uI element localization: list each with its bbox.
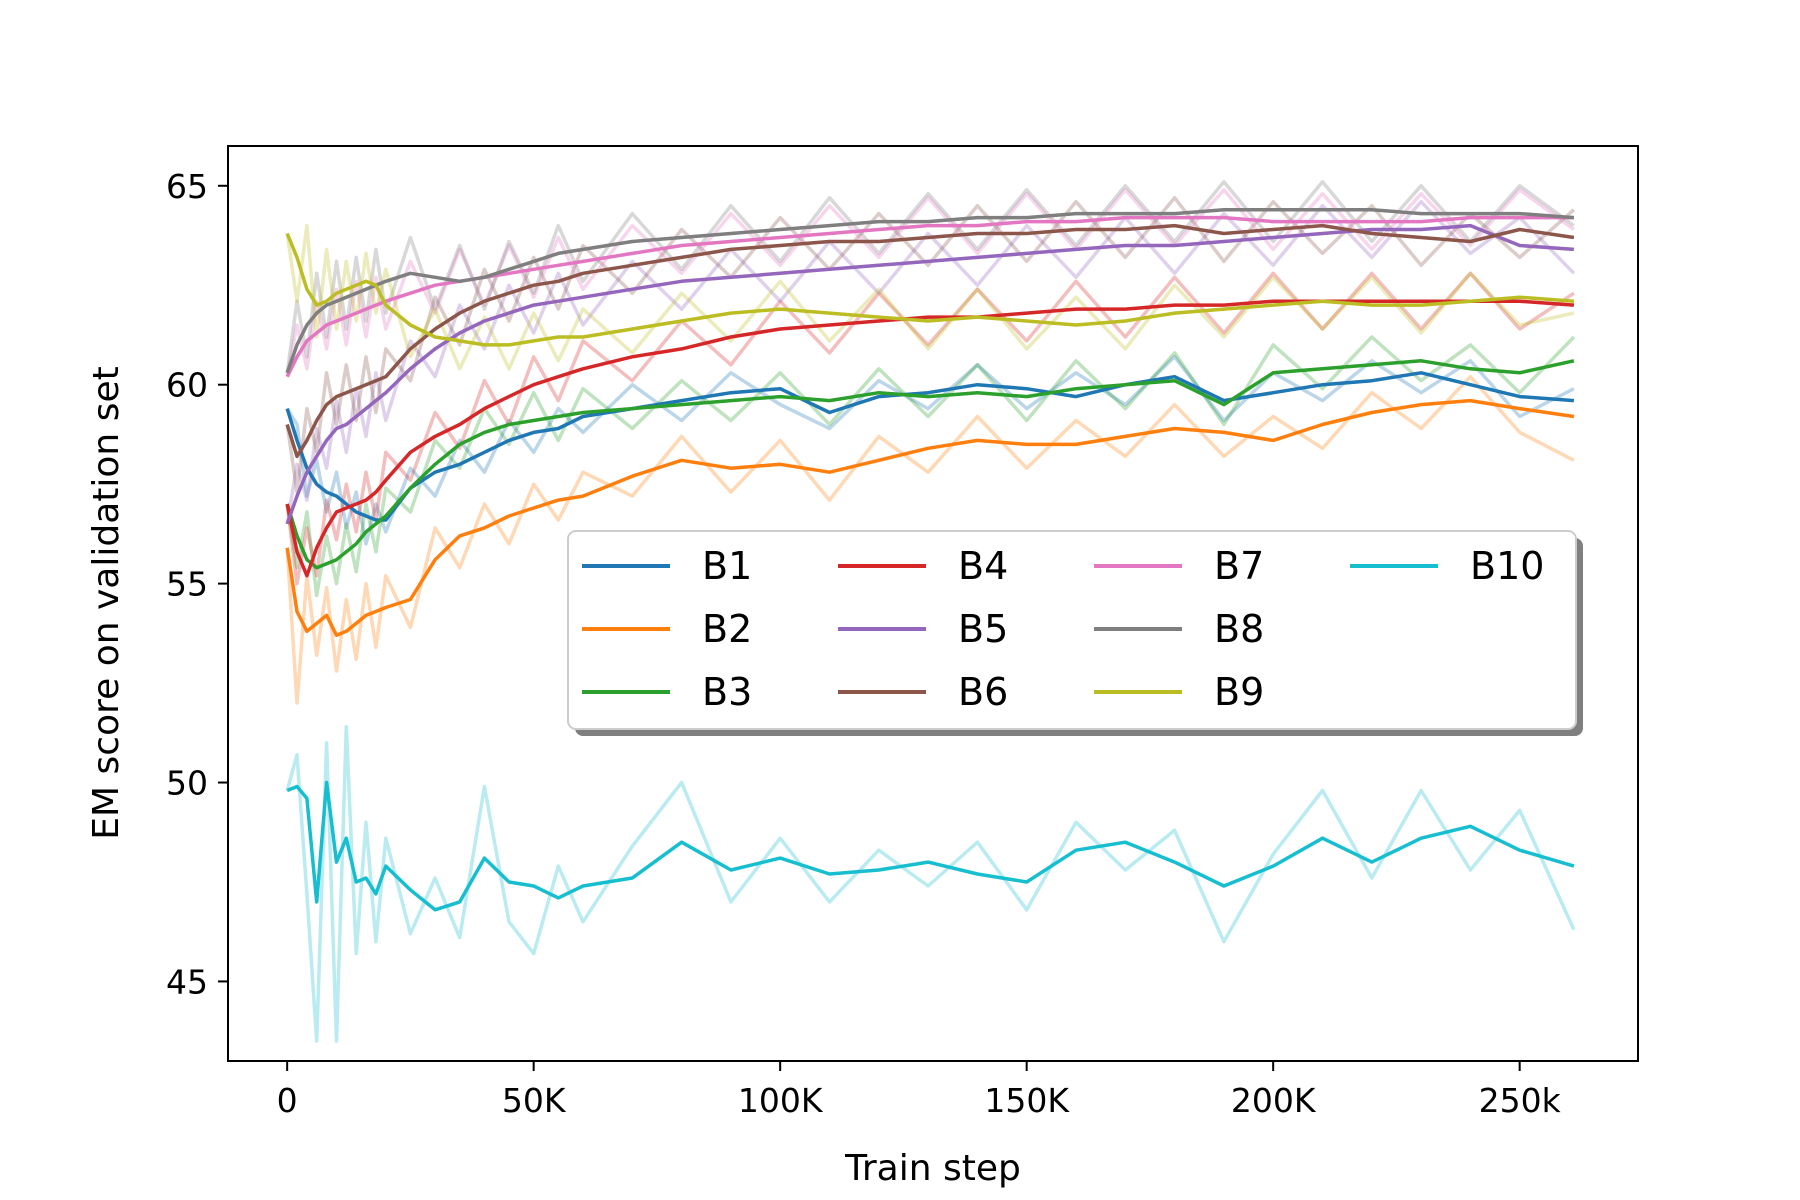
- plot-frame: [227, 145, 1639, 1062]
- x-tick-label: 100K: [738, 1081, 824, 1120]
- y-tick-label: 45: [166, 962, 208, 1001]
- y-tick-label: 50: [166, 764, 208, 803]
- legend-box: [567, 530, 1577, 730]
- legend-label-b8: B8: [1214, 607, 1264, 651]
- y-tick-label: 55: [166, 565, 208, 604]
- series-b6-line: [285, 223, 1575, 459]
- legend-label-b2: B2: [702, 607, 752, 651]
- x-tick-label: 200K: [1231, 1081, 1317, 1120]
- series-b5-line: [285, 223, 1575, 525]
- x-axis: 0 50K 100K 150K 200K 250k: [277, 1061, 1562, 1120]
- legend-label-b4: B4: [958, 544, 1008, 588]
- series-b3-raw-line: [285, 335, 1576, 598]
- series-b10-raw-line: [285, 725, 1576, 1043]
- legend: B1 B2 B3 B4 B5 B6 B7 B8 B9 B10: [567, 530, 1583, 736]
- x-tick-label: 50K: [502, 1081, 567, 1120]
- legend-label-b1: B1: [702, 544, 752, 588]
- series-b2-line: [285, 398, 1575, 638]
- y-axis-label: EM score on validation set: [86, 366, 127, 839]
- y-axis: 45 50 55 60 65: [166, 167, 228, 1001]
- legend-items: B1 B2 B3 B4 B5 B6 B7 B8 B9 B10: [582, 544, 1544, 714]
- series-b4-raw-line: [285, 271, 1575, 586]
- series-b7-line: [285, 215, 1574, 378]
- series-b9-raw-line: [285, 223, 1575, 371]
- smoothed-series-group: [285, 207, 1575, 912]
- series-b1-raw-line: [285, 355, 1575, 546]
- series-b10-line: [286, 780, 1575, 912]
- x-tick-label: 250k: [1479, 1081, 1562, 1120]
- x-tick-label: 0: [277, 1081, 298, 1120]
- x-tick-label: 150K: [984, 1081, 1070, 1120]
- series-b8-line: [285, 207, 1575, 374]
- legend-label-b6: B6: [958, 670, 1008, 714]
- y-tick-label: 65: [166, 167, 208, 206]
- series-b9-line: [285, 232, 1575, 347]
- legend-label-b10: B10: [1470, 544, 1544, 588]
- series-b3-line: [285, 359, 1575, 570]
- x-axis-label: Train step: [844, 1148, 1021, 1189]
- y-tick-label: 60: [166, 366, 208, 405]
- series-b5-raw-line: [285, 199, 1576, 525]
- series-b2-raw-line: [285, 374, 1575, 705]
- series-b4-line: [285, 299, 1575, 578]
- legend-label-b5: B5: [958, 607, 1008, 651]
- legend-label-b9: B9: [1214, 670, 1264, 714]
- legend-label-b7: B7: [1214, 544, 1264, 588]
- legend-label-b3: B3: [702, 670, 752, 714]
